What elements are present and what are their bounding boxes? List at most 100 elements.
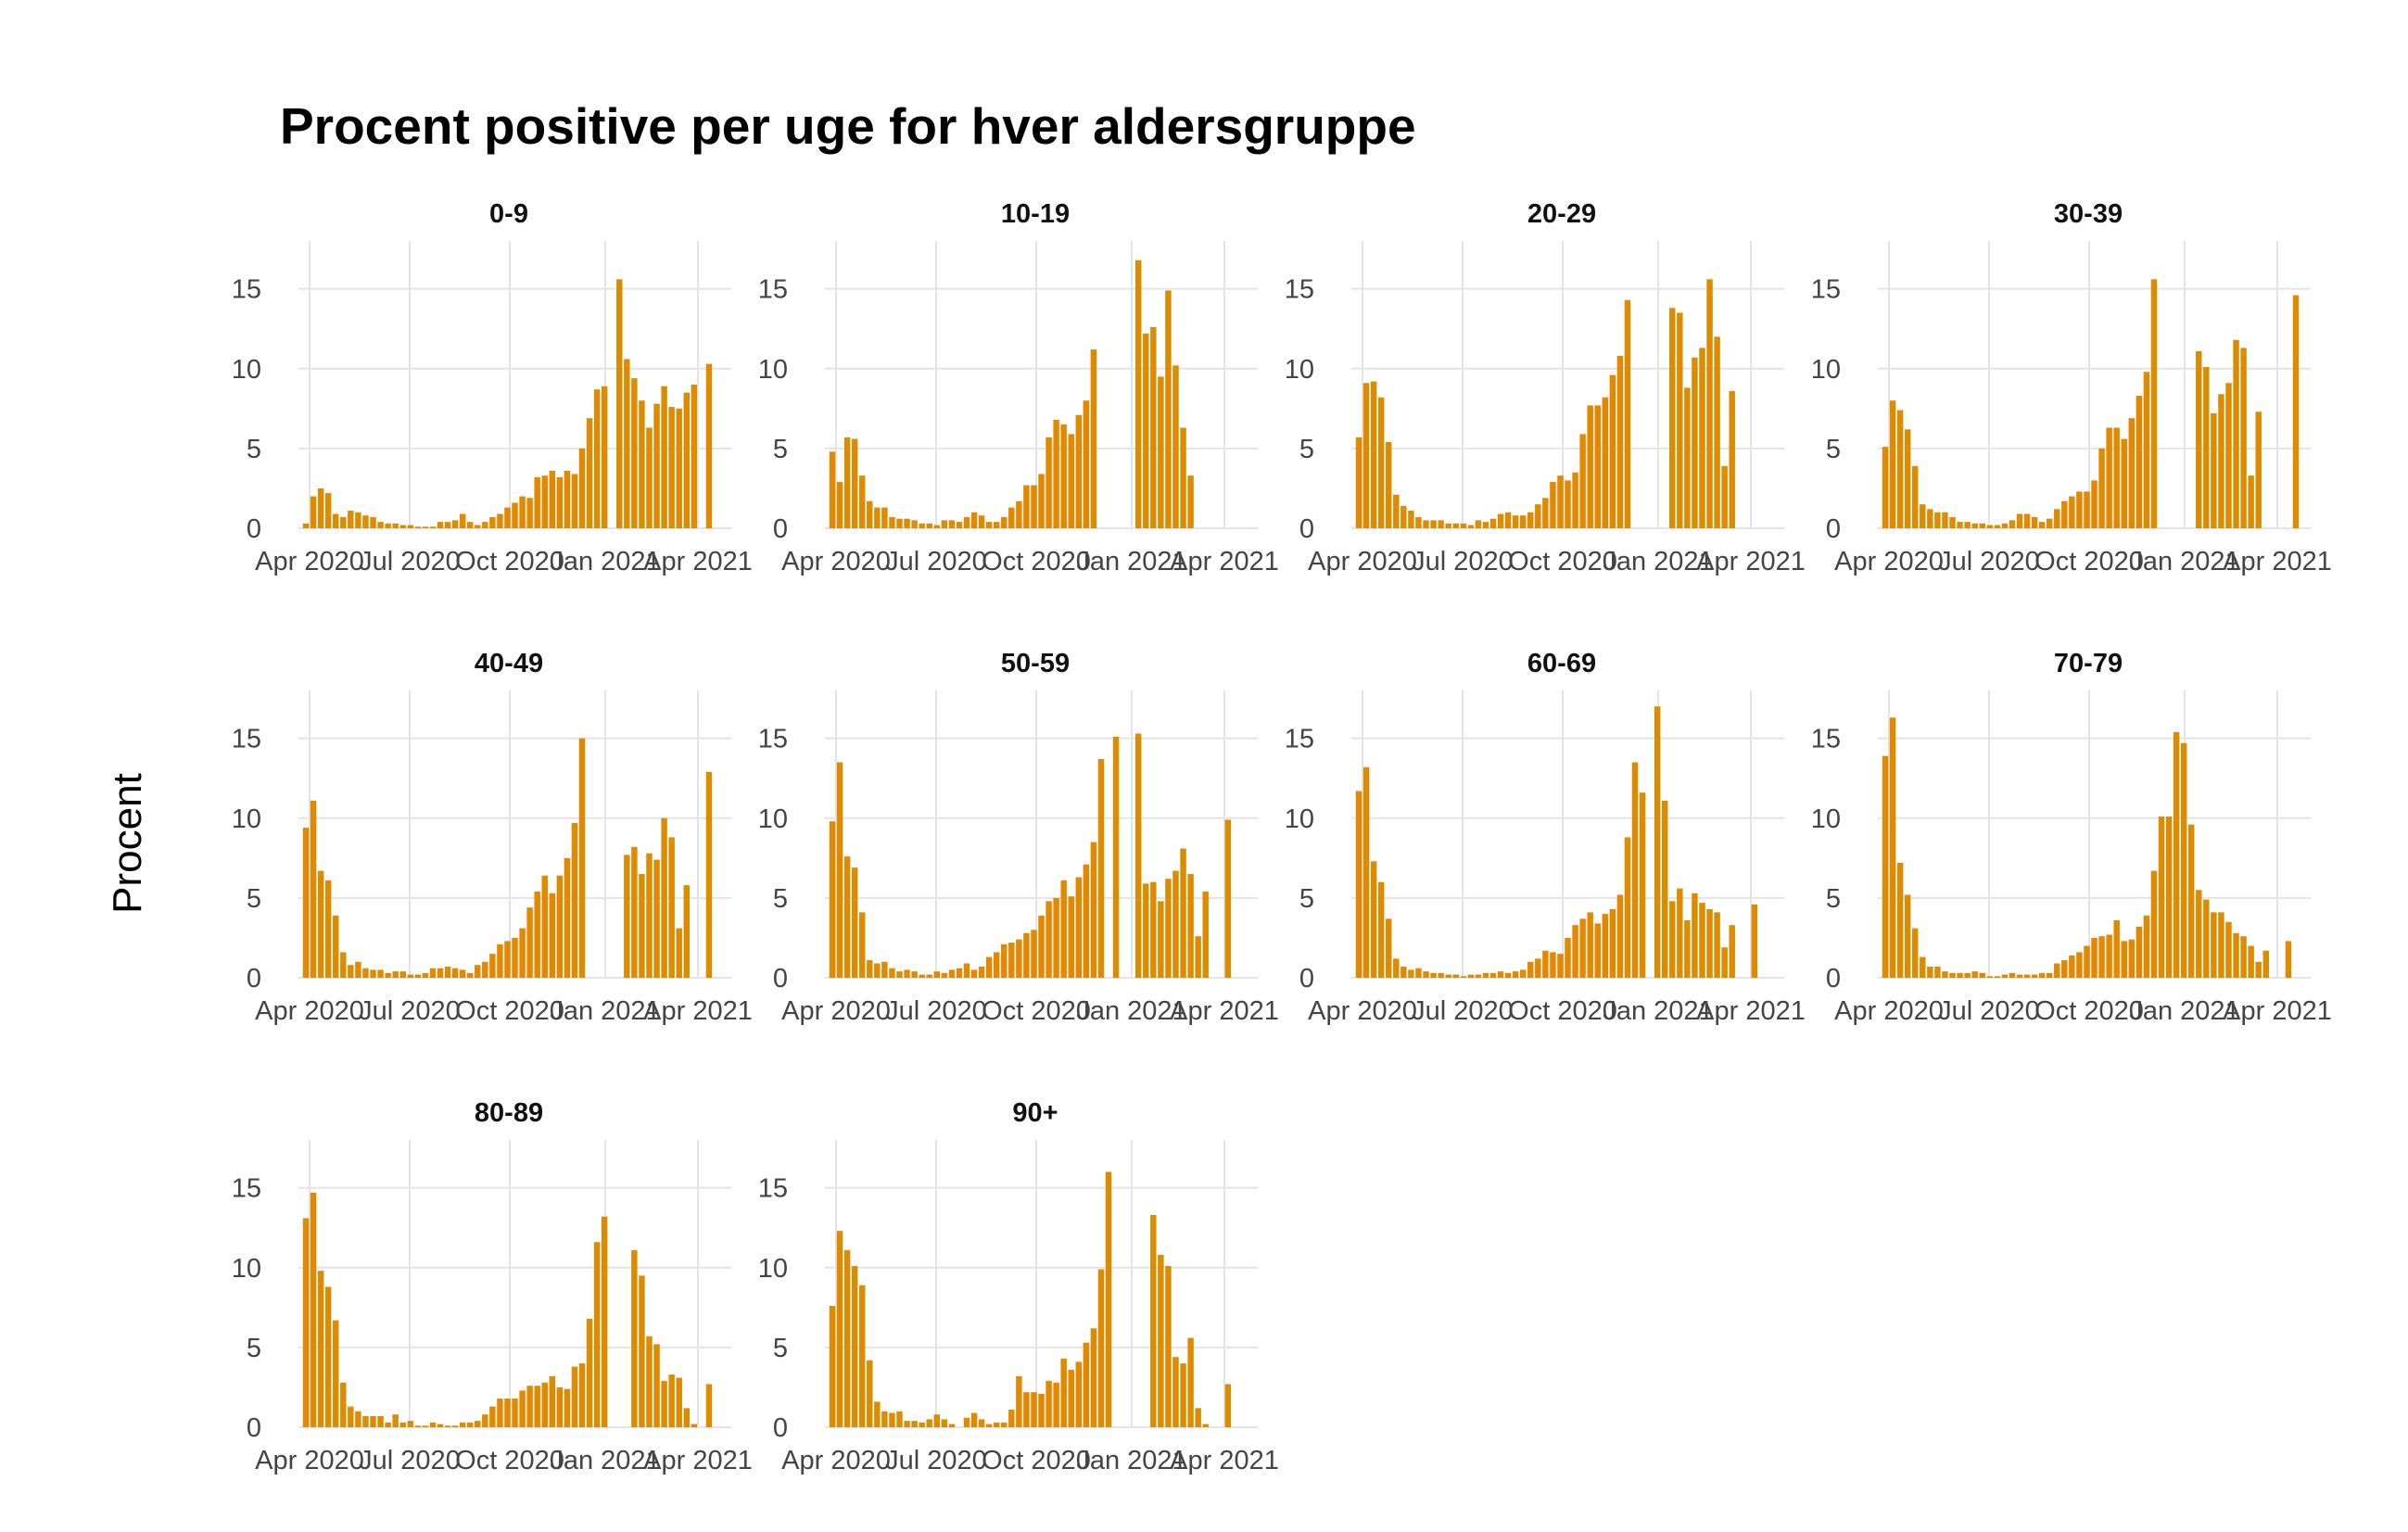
bar <box>504 1399 511 1427</box>
bar <box>1112 736 1120 978</box>
bar <box>2023 513 2031 528</box>
bar <box>1165 1266 1172 1427</box>
bar <box>1609 908 1616 978</box>
bar <box>1008 507 1015 528</box>
y-tick-label: 10 <box>1811 355 1841 385</box>
bar <box>444 522 451 528</box>
chart-title: Procent positive per uge for hver alders… <box>280 97 1416 155</box>
bar <box>843 437 851 528</box>
bar <box>904 969 910 978</box>
bar <box>2001 974 2009 978</box>
bar <box>2136 926 2143 978</box>
bar <box>1489 972 1497 978</box>
x-tick-label: Apr 2021 <box>1170 996 1279 1026</box>
bar <box>631 846 638 978</box>
x-tick-label: Apr 2021 <box>1170 1446 1279 1475</box>
x-tick-label: Apr 2021 <box>2223 996 2332 1026</box>
bar <box>1423 520 1429 528</box>
bar <box>2106 427 2112 528</box>
bar <box>2158 817 2165 978</box>
y-tick-label: 10 <box>758 1254 788 1284</box>
bar <box>519 496 526 528</box>
bar <box>399 525 406 528</box>
bar <box>310 1192 317 1427</box>
bar <box>624 359 630 528</box>
bar <box>874 507 881 528</box>
bar <box>639 874 645 978</box>
bar <box>1475 974 1482 978</box>
bar <box>1083 864 1090 978</box>
bar <box>1616 894 1624 978</box>
y-tick-label: 5 <box>247 1334 261 1363</box>
bar <box>1684 387 1691 528</box>
bar <box>1957 972 1963 978</box>
y-axis-label: Procent <box>105 773 150 914</box>
bar <box>1482 972 1489 978</box>
x-tick-label: Oct 2020 <box>982 1446 1091 1475</box>
x-tick-label: Apr 2021 <box>643 1446 753 1475</box>
bar <box>526 1386 533 1427</box>
facet-title: 10-19 <box>1001 199 1070 229</box>
bar <box>392 1414 399 1427</box>
bar <box>1068 1370 1074 1427</box>
bar <box>1896 410 1904 528</box>
bar <box>1677 888 1683 978</box>
bar <box>919 1422 925 1427</box>
bar <box>1964 972 1971 978</box>
bar <box>437 1424 444 1427</box>
bar <box>1475 520 1482 528</box>
bar <box>683 392 690 528</box>
y-tick-label: 5 <box>773 884 788 914</box>
bar <box>497 1399 503 1427</box>
bar <box>1942 512 1948 528</box>
bar <box>407 974 414 978</box>
bar <box>2031 516 2038 528</box>
bar <box>1889 400 1896 528</box>
x-tick-label: Apr 2021 <box>1696 547 1806 576</box>
facet-title: 80-89 <box>475 1098 543 1128</box>
bar <box>1224 819 1232 978</box>
bar <box>1158 1255 1164 1427</box>
bar <box>385 523 391 528</box>
bar <box>414 1425 422 1427</box>
bar <box>2255 411 2262 528</box>
y-tick-label: 5 <box>773 435 788 464</box>
bar <box>1016 939 1022 978</box>
bar <box>1408 511 1414 528</box>
bar <box>1497 513 1504 528</box>
bar <box>1994 976 2001 978</box>
bar <box>1979 972 1985 978</box>
bar <box>2143 372 2150 528</box>
bar <box>2054 963 2060 978</box>
bar <box>1504 972 1512 978</box>
bar <box>2218 912 2224 978</box>
bar <box>933 971 941 978</box>
bar <box>676 408 682 528</box>
y-tick-label: 15 <box>758 275 788 305</box>
bar <box>444 966 451 978</box>
bar <box>2113 920 2120 978</box>
bar <box>1512 971 1519 978</box>
bar <box>1949 972 1956 978</box>
bar <box>1068 434 1074 528</box>
bar <box>370 516 376 528</box>
x-tick-label: Oct 2020 <box>455 547 564 576</box>
bar <box>963 1417 970 1427</box>
x-tick-label: Jul 2020 <box>1938 547 2040 576</box>
bar <box>429 968 437 978</box>
bar <box>2084 491 2090 528</box>
bar <box>1912 928 1919 978</box>
bar <box>549 471 556 528</box>
bar <box>1187 874 1194 978</box>
y-tick-label: 0 <box>773 1413 788 1443</box>
bar <box>1016 500 1022 528</box>
bar <box>926 523 932 528</box>
bar <box>362 515 369 528</box>
x-tick-label: Apr 2021 <box>1696 996 1806 1026</box>
bar <box>1661 800 1668 978</box>
bar <box>1031 485 1037 528</box>
bar <box>310 496 317 528</box>
bar <box>956 968 963 978</box>
